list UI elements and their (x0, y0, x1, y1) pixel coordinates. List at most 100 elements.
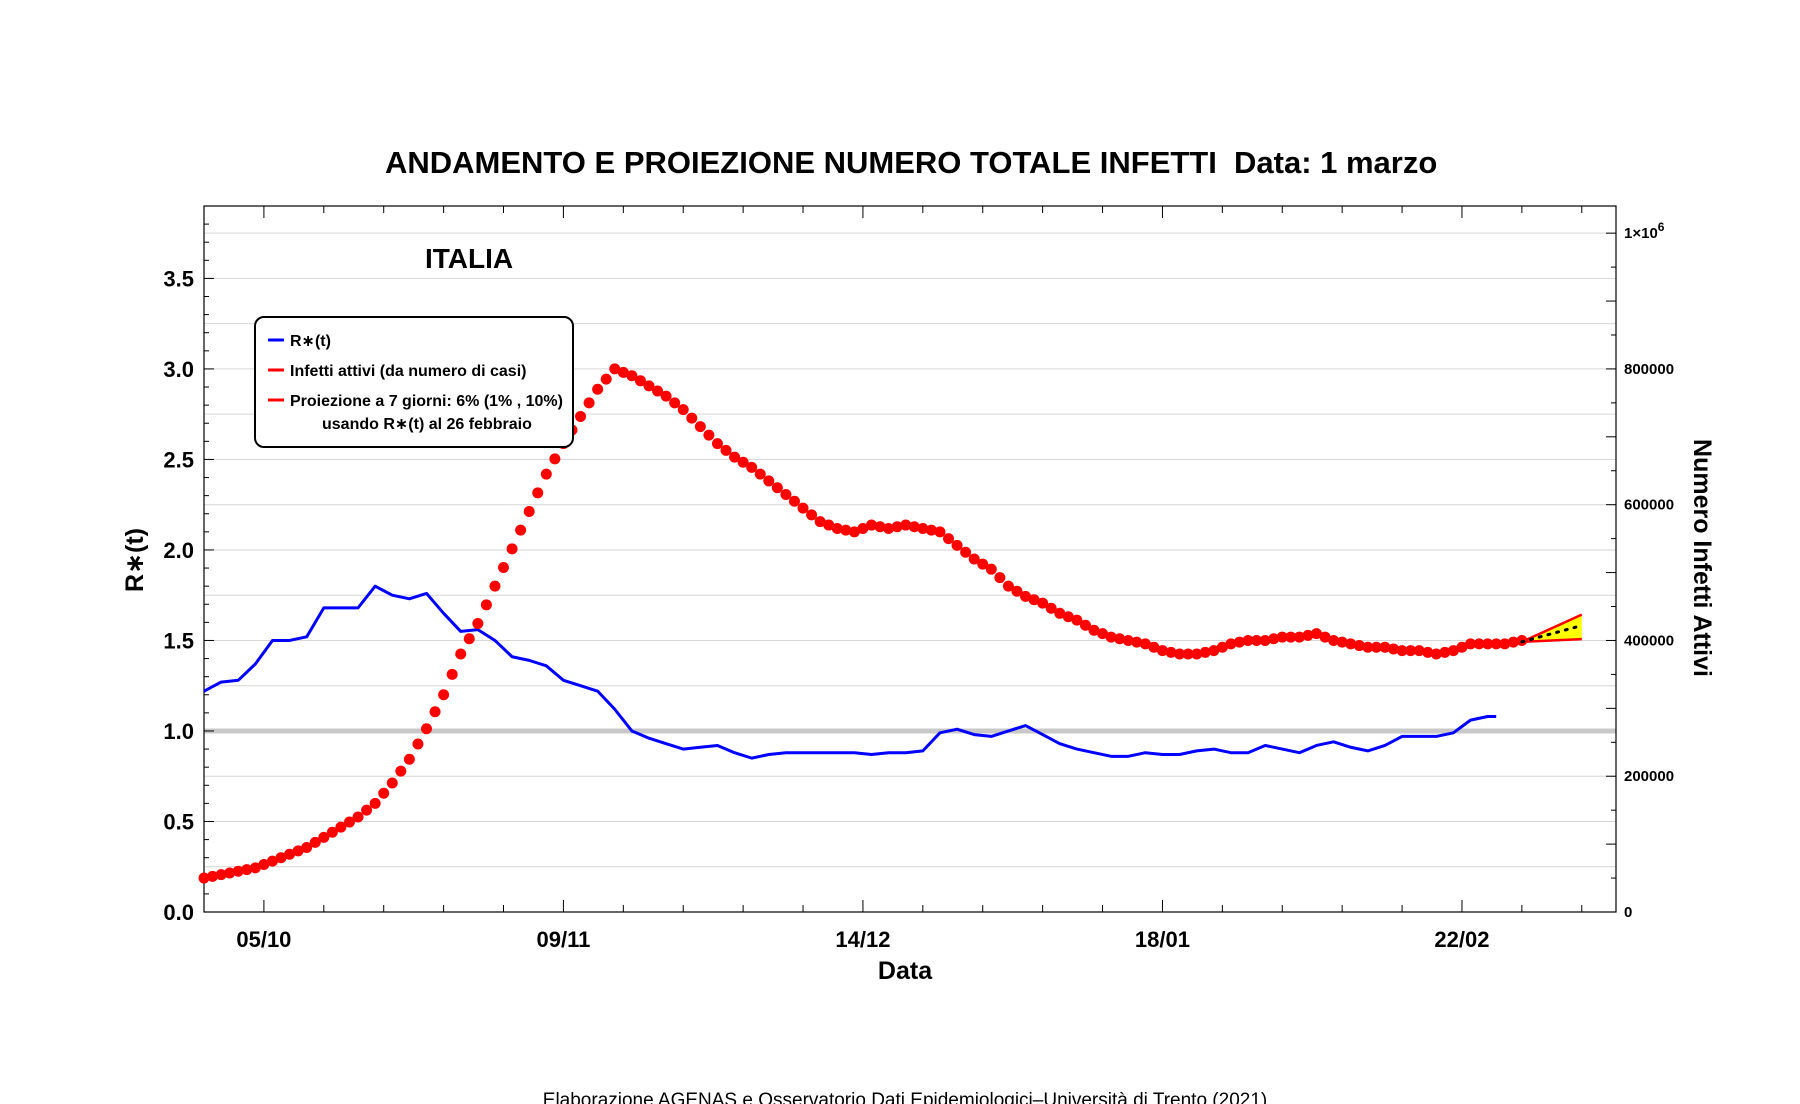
infetti-point (506, 543, 518, 555)
infetti-point (1319, 631, 1331, 643)
infetti-point (634, 375, 646, 387)
infetti-point (1345, 638, 1357, 650)
projection-lower-line (1521, 637, 1582, 644)
infetti-point (729, 451, 741, 463)
infetti-point (395, 765, 407, 777)
infetti-point (1336, 636, 1348, 648)
infetti-point (1139, 638, 1151, 650)
infetti-point (763, 475, 775, 487)
x-axis-ticks: 05/10 09/11 14/12 18/01 22/02 (236, 206, 1583, 952)
infetti-point (865, 519, 877, 531)
infetti-point (831, 522, 843, 534)
infetti-point (711, 438, 723, 450)
rt-line (203, 584, 1497, 760)
left-tick-label: 3.5 (163, 266, 194, 291)
infetti-point (1105, 631, 1117, 643)
x-tick-label: 14/12 (835, 927, 890, 952)
infetti-point (1490, 638, 1502, 650)
infetti-point (934, 526, 946, 538)
infetti-point (754, 468, 766, 480)
legend-box (254, 316, 574, 448)
infetti-point (694, 421, 706, 433)
projection-upper-line (1521, 613, 1583, 643)
projection-central-line (1520, 624, 1584, 644)
left-axis-ticks: 0.0 0.5 1.0 1.5 2.0 2.5 3.0 3.5 (163, 205, 214, 925)
left-tick-label: 1.5 (163, 628, 194, 653)
infetti-point (575, 410, 587, 422)
infetti-point (1028, 594, 1040, 606)
infetti-point (215, 869, 227, 881)
legend-label-infetti: Infetti attivi (da numero di casi) (290, 363, 526, 380)
infetti-point (241, 864, 253, 876)
infetti-point (900, 519, 912, 531)
infetti-point (1131, 636, 1143, 648)
infetti-point (985, 563, 997, 575)
infetti-point (369, 797, 381, 809)
infetti-point (1251, 634, 1263, 646)
left-tick-label: 1.0 (163, 719, 194, 744)
x-axis-title: Data (878, 957, 933, 985)
infetti-point (943, 533, 955, 545)
infetti-point (823, 519, 835, 531)
infetti-point (352, 811, 364, 823)
infetti-point (1422, 646, 1434, 658)
infetti-point (207, 870, 219, 882)
infetti-point (652, 385, 664, 397)
infetti-point (1156, 645, 1168, 657)
infetti-point (806, 509, 818, 521)
infetti-point (309, 836, 321, 848)
infetti-point (968, 553, 980, 565)
infetti-point (977, 558, 989, 570)
infetti-point (951, 539, 963, 551)
infetti-point (446, 668, 458, 680)
infetti-point (1097, 628, 1109, 640)
infetti-point (1276, 631, 1288, 643)
infetti-point (917, 522, 929, 534)
legend-label-projection: Proiezione a 7 giorni: 6% (1% , 10%) (290, 393, 563, 410)
country-annotation: ITALIA (425, 243, 513, 274)
infetti-point (463, 633, 475, 645)
infetti-point (455, 648, 467, 660)
infetti-point (1362, 641, 1374, 653)
infetti-point (1054, 607, 1066, 619)
right-tick-label: 400000 (1624, 632, 1674, 649)
infetti-point (284, 848, 296, 860)
footer-credit: Elaborazione AGENAS e Osservatorio Dati … (543, 1090, 1267, 1104)
infetti-point (1233, 636, 1245, 648)
infetti-point (1225, 638, 1237, 650)
infetti-point (515, 524, 527, 536)
left-tick-label: 0.0 (163, 900, 194, 925)
infetti-point (1174, 648, 1186, 660)
infetti-point (780, 489, 792, 501)
infetti-point (266, 855, 278, 867)
infetti-point (1430, 648, 1442, 660)
infetti-point (908, 521, 920, 533)
infetti-point (198, 872, 210, 884)
infetti-point (1165, 646, 1177, 658)
infetti-point (609, 363, 621, 375)
series-projection (1520, 613, 1584, 644)
infetti-point (258, 858, 270, 870)
infetti-point (848, 526, 860, 538)
right-axis-ticks: 0 200000 400000 600000 800000 1×106 (1606, 220, 1674, 921)
infetti-point (1088, 624, 1100, 636)
y-axis-left-title: R∗(t) (121, 528, 149, 592)
infetti-point (1473, 638, 1485, 650)
left-tick-label: 2.0 (163, 538, 194, 563)
infetti-point (1370, 641, 1382, 653)
infetti-point (489, 580, 501, 592)
infetti-point (361, 804, 373, 816)
infetti-point (1328, 634, 1340, 646)
infetti-point (523, 505, 535, 517)
infetti-point (1216, 641, 1228, 653)
right-tick-label: 0 (1624, 904, 1632, 921)
infetti-point (1456, 641, 1468, 653)
infetti-point (326, 826, 338, 838)
infetti-point (1182, 648, 1194, 660)
infetti-point (1396, 645, 1408, 657)
infetti-point (378, 787, 390, 799)
infetti-point (600, 373, 612, 385)
infetti-point (498, 561, 510, 573)
infetti-point (412, 738, 424, 750)
infetti-point (335, 821, 347, 833)
